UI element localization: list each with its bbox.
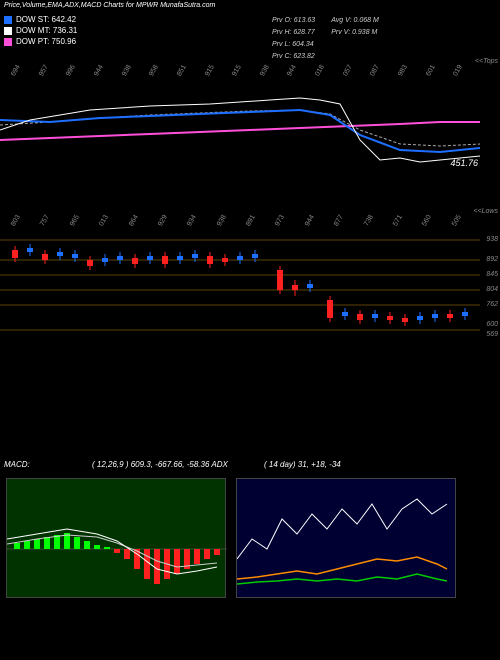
price-svg: 451.76 [0,80,500,200]
top-axis: 694 957 996 944 938 958 851 915 915 938 944 018 057 0… [0,56,500,80]
axis-tick: 560 [421,214,433,228]
macd-svg [7,479,227,599]
axis-tick: 938 [121,64,133,78]
stat-prv-o: Prv O: 613.63 [272,16,329,26]
axis-tick: 019 [452,64,464,78]
axis-tick: 915 [204,64,216,78]
adx-values: ( 14 day) 31, +18, -34 [264,460,341,469]
svg-text:892: 892 [486,256,498,263]
axis-tick: 864 [128,214,140,228]
candle-svg: 938 892 845 804 762 600 569 [0,230,500,340]
axis-tick: 958 [148,64,160,78]
legend-item-pt: DOW PT: 750.96 [4,36,77,47]
axis-tick: 757 [39,214,51,228]
svg-text:804: 804 [486,286,498,293]
axis-tick: 601 [425,64,437,78]
chart-title: Price,Volume,EMA,ADX,MACD Charts for MPW… [4,2,215,9]
mid-axis-right: <<Lows [473,208,498,215]
axis-tick: 944 [93,64,105,78]
stat-prv-v: Prv V: 0.938 M [331,28,393,38]
legend-color-st [4,16,12,24]
axis-tick: 944 [286,64,298,78]
legend-color-pt [4,38,12,46]
axis-tick: 973 [274,214,286,228]
macd-values: ( 12,26,9 ) 609.3, -667.66, -58.36 ADX [92,460,228,469]
svg-text:938: 938 [486,236,498,243]
adx-panel [236,478,456,598]
axis-tick: 087 [369,64,381,78]
mid-axis: 803 757 965 013 864 929 934 938 891 973 944 877 738 5… [0,206,500,230]
axis-tick: 983 [397,64,409,78]
axis-tick: 944 [304,214,316,228]
legend-item-st: DOW ST: 642.42 [4,14,77,25]
axis-tick: 803 [10,214,22,228]
svg-text:762: 762 [486,301,498,308]
axis-tick: 891 [245,214,257,228]
adx-svg [237,479,457,599]
macd-panel [6,478,226,598]
stat-prv-h: Prv H: 628.77 [272,28,329,38]
legend-color-mt [4,27,12,35]
top-axis-right: <<Tops [475,58,498,65]
stat-prv-l: Prv L: 604.34 [272,40,329,50]
svg-text:451.76: 451.76 [450,158,478,168]
axis-tick: 571 [392,214,404,228]
axis-tick: 505 [451,214,463,228]
axis-tick: 915 [231,64,243,78]
axis-tick: 929 [157,214,169,228]
axis-tick: 938 [259,64,271,78]
axis-tick: 965 [69,214,81,228]
stat-empty1 [331,40,393,50]
axis-tick: 938 [216,214,228,228]
axis-tick: 934 [186,214,198,228]
axis-tick: 996 [65,64,77,78]
stat-avg-v: Avg V: 0.068 M [331,16,393,26]
svg-text:600: 600 [486,321,498,328]
macd-header: MACD: ( 12,26,9 ) 609.3, -667.66, -58.36… [4,460,496,469]
axis-tick: 057 [342,64,354,78]
macd-label: MACD: [4,460,30,469]
legend-label-pt: DOW PT: 750.96 [16,36,76,47]
axis-tick: 738 [363,214,375,228]
axis-tick: 694 [10,64,22,78]
axis-tick: 013 [98,214,110,228]
axis-tick: 877 [333,214,345,228]
svg-text:845: 845 [486,271,498,278]
axis-tick: 851 [176,64,188,78]
svg-text:569: 569 [486,331,498,338]
axis-tick: 957 [38,64,50,78]
price-panel: 451.76 [0,80,500,200]
axis-tick: 018 [314,64,326,78]
candle-panel: 938 892 845 804 762 600 569 [0,230,500,340]
legend-label-mt: DOW MT: 736.31 [16,25,77,36]
legend-label-st: DOW ST: 642.42 [16,14,76,25]
legend: DOW ST: 642.42 DOW MT: 736.31 DOW PT: 75… [4,14,77,47]
legend-item-mt: DOW MT: 736.31 [4,25,77,36]
